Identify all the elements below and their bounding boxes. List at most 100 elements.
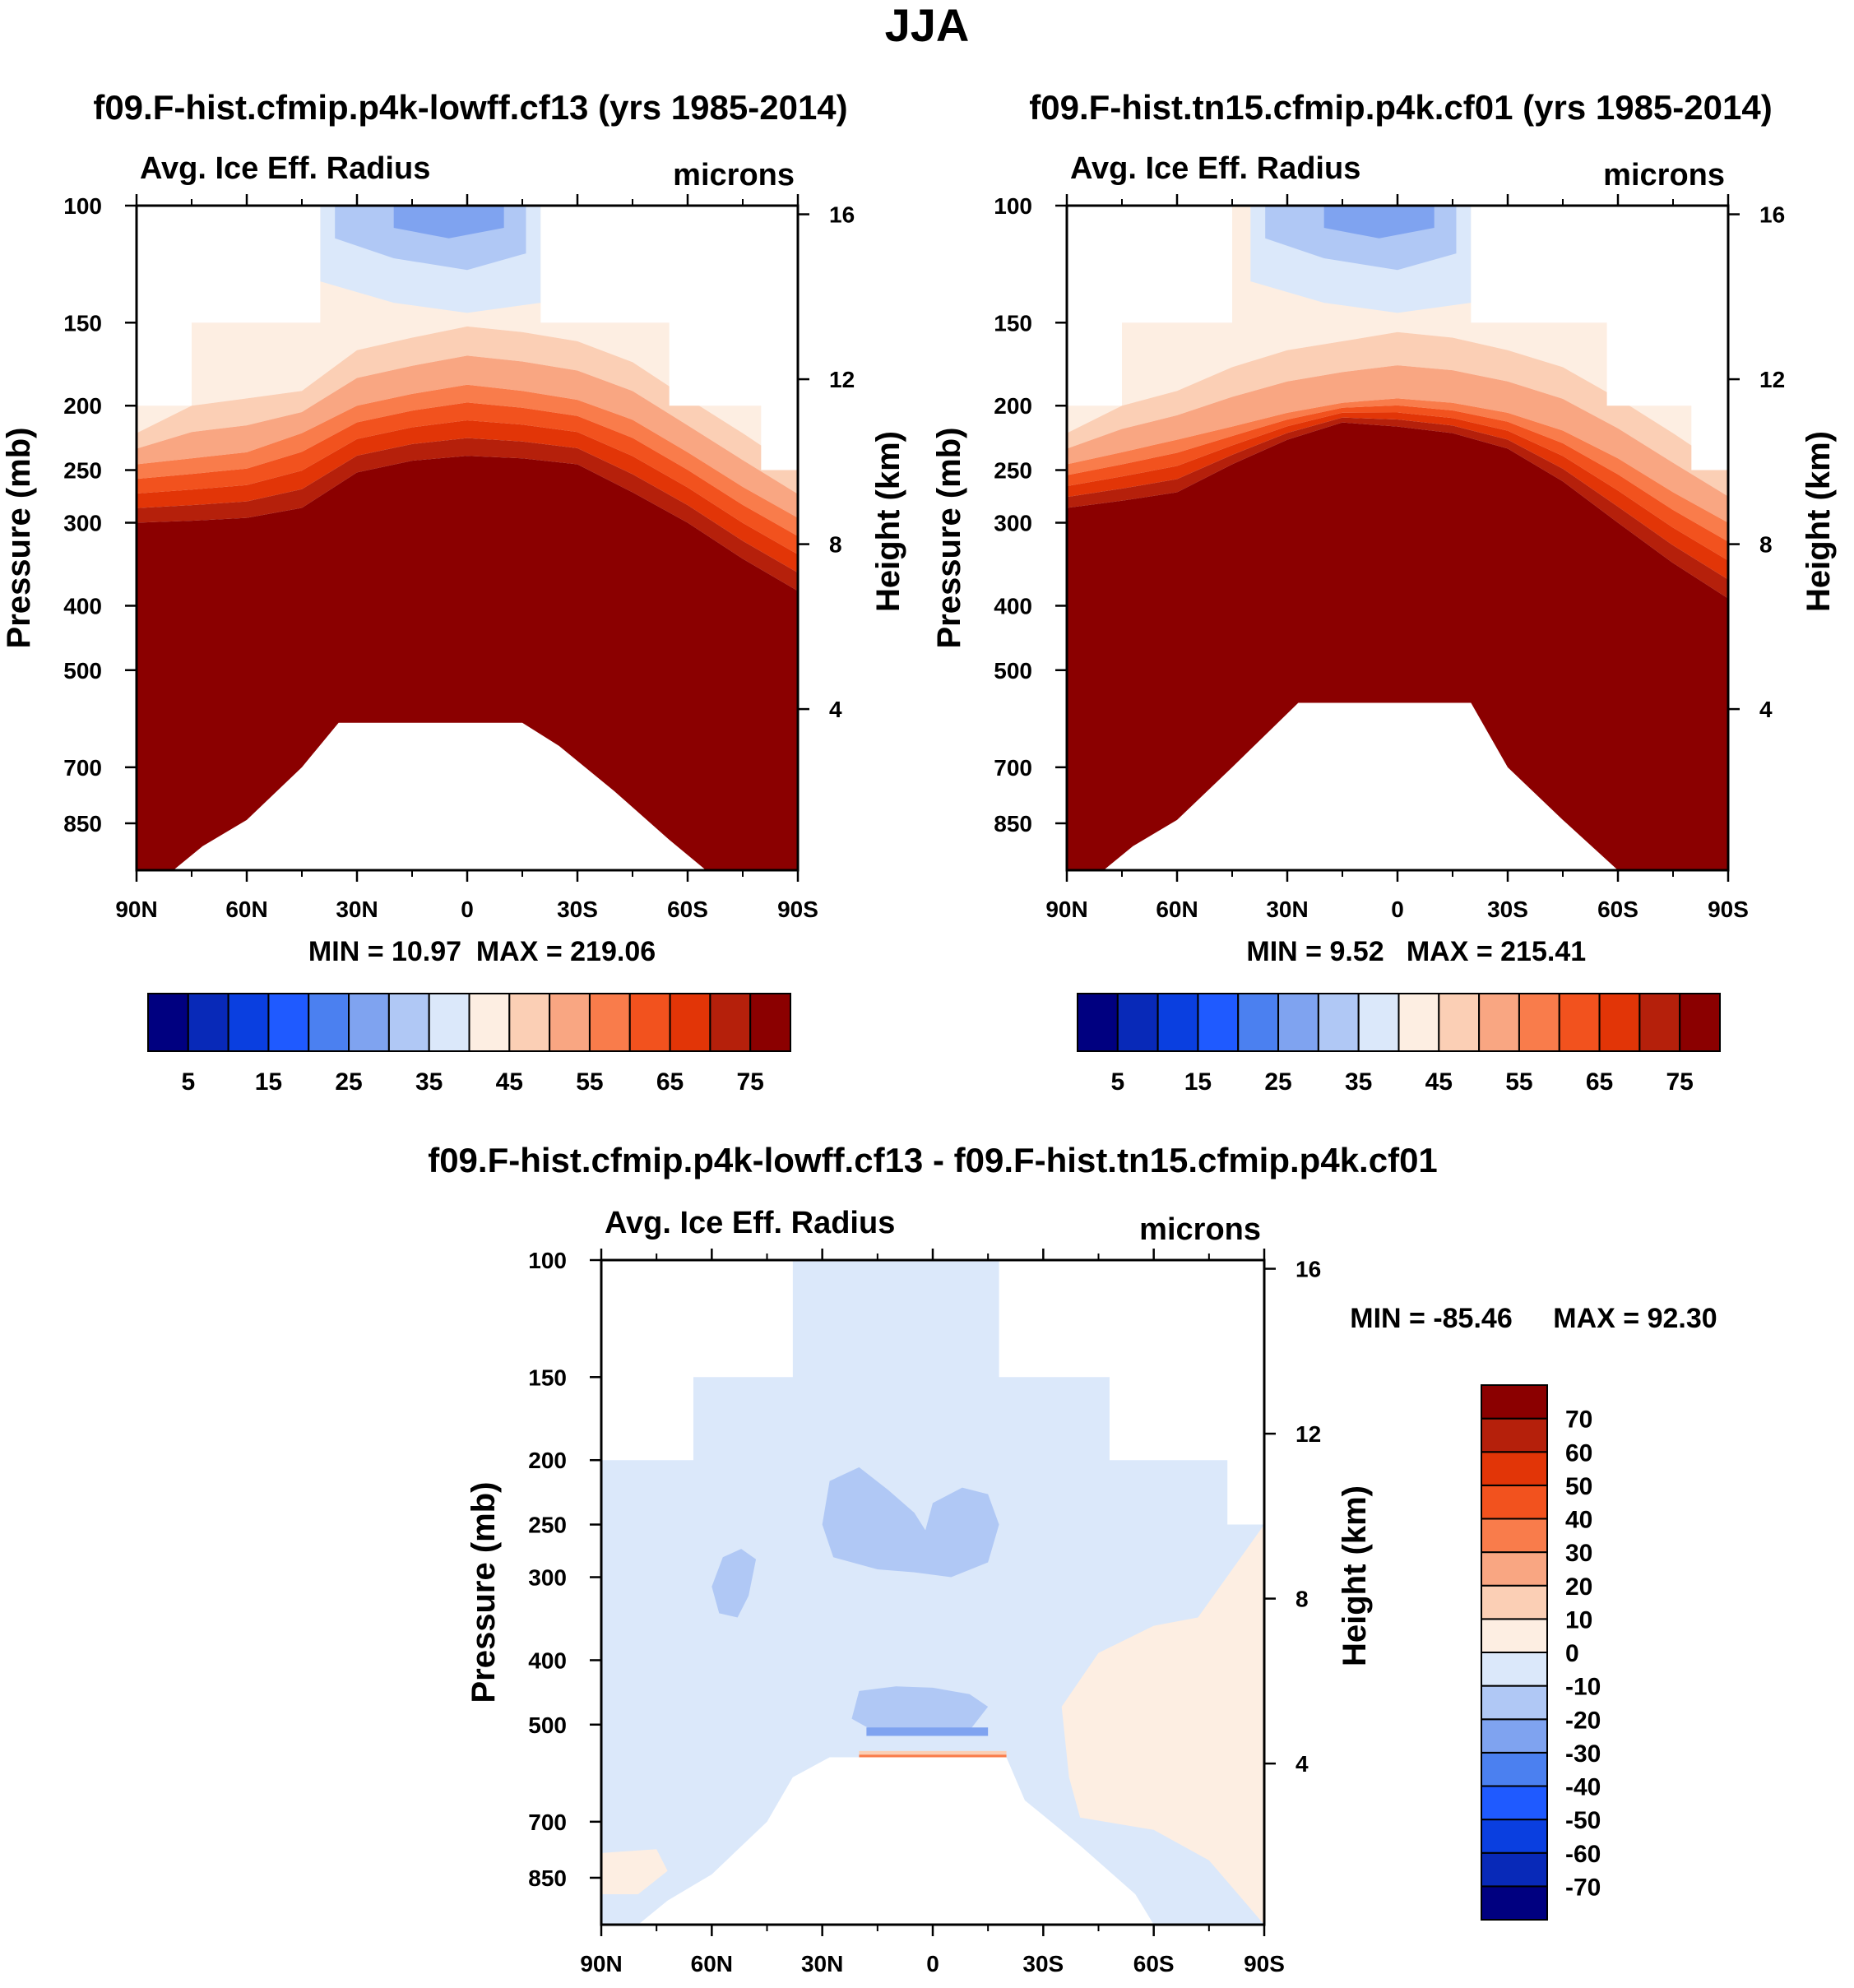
colorbar-label: 35	[1345, 1068, 1372, 1096]
colorbar-label: 75	[1666, 1068, 1694, 1096]
band-55-60	[137, 384, 798, 536]
colorbar-box	[387, 993, 430, 1052]
y2-tick-label: 16	[829, 202, 855, 228]
colorbar-box	[1317, 993, 1360, 1052]
colorbar-label: 75	[737, 1068, 764, 1096]
x-tick-label: 90S	[1708, 897, 1749, 922]
colorbar-box	[1481, 1484, 1548, 1520]
colorbar-box	[187, 993, 229, 1052]
colorbar-box	[1481, 1518, 1548, 1554]
y-tick-label: 250	[63, 458, 102, 484]
x-tick-label: 90N	[1045, 897, 1087, 922]
x-tick-label: 0	[461, 897, 474, 922]
chart-panel-3: 90N 60N 30N 0 30S 60S 90S100150200250300400500…	[428, 1141, 1717, 1976]
upper-cap-deep	[393, 206, 504, 239]
y-axis-label: Pressure (mb)	[1, 428, 37, 649]
diff-warm-north	[601, 1849, 668, 1895]
band-50-55	[1067, 365, 1728, 523]
diff-blob-upper	[822, 1467, 999, 1578]
colorbar-box	[1481, 1718, 1548, 1754]
y2-axis-label: Height (km)	[1801, 431, 1837, 612]
y-tick-label: 400	[63, 593, 102, 619]
y-axis-label: Pressure (mb)	[931, 428, 967, 649]
max-label: MAX = 215.41	[1407, 936, 1586, 967]
y-tick-label: 150	[994, 310, 1032, 336]
colorbar-label: -50	[1565, 1807, 1601, 1834]
colorbar-label: 55	[576, 1068, 603, 1096]
colorbar-label: 20	[1565, 1573, 1592, 1601]
band-75-plus	[137, 456, 798, 870]
x-tick-label: 30S	[557, 897, 598, 922]
y2-tick-label: 8	[1295, 1587, 1309, 1612]
colorbar-label: 35	[415, 1068, 443, 1096]
y-tick-label: 500	[528, 1712, 567, 1738]
field-layer	[601, 1260, 1264, 1925]
field-layer	[1067, 206, 1728, 870]
field-layer	[137, 206, 798, 870]
right-string: microns	[1139, 1212, 1261, 1247]
min-label: MIN = 9.52	[1246, 936, 1384, 967]
band-65-70	[1067, 412, 1728, 580]
band-70-75	[1067, 417, 1728, 599]
band-55-60	[1067, 398, 1728, 542]
colorbar-label: 65	[1586, 1068, 1613, 1096]
colorbar-box	[1518, 993, 1560, 1052]
x-tick-label: 30N	[801, 1951, 843, 1976]
colorbar-box	[1481, 1885, 1548, 1921]
colorbar-label: -40	[1565, 1774, 1601, 1801]
colorbar-label: 25	[335, 1068, 362, 1096]
y-tick-label: 500	[994, 658, 1032, 684]
chart-panel-1: 90N 60N 30N 0 30S 60S 90S 100 150 200 250 300 400 500…	[1, 88, 906, 1096]
colorbar-label: 70	[1565, 1406, 1592, 1434]
x-tick-label: 30N	[336, 897, 378, 922]
right-string: microns	[673, 158, 795, 192]
left-string: Avg. Ice Eff. Radius	[1070, 151, 1360, 186]
colorbar-label: 55	[1505, 1068, 1532, 1096]
x-tick-label: 60N	[225, 897, 267, 922]
y-tick-label: 300	[528, 1565, 567, 1591]
colorbar-box	[1481, 1851, 1548, 1888]
y2-tick-label: 12	[829, 367, 855, 392]
colorbar-box	[1679, 993, 1721, 1052]
y-tick-label: 100	[63, 193, 102, 219]
colorbar-label: -30	[1565, 1740, 1601, 1768]
y-tick-label: 200	[63, 393, 102, 419]
max-label: MAX = 92.30	[1553, 1303, 1717, 1334]
band-50-55	[137, 355, 798, 518]
colorbar-label: 5	[181, 1068, 195, 1096]
colorbar-box	[1481, 1551, 1548, 1587]
x-tick-label: 0	[1391, 897, 1404, 922]
y-tick-label: 850	[63, 811, 102, 836]
colorbar-label: 50	[1565, 1473, 1592, 1500]
band-75-plus	[1067, 422, 1728, 870]
y2-tick-label: 12	[1295, 1421, 1321, 1447]
colorbar-box	[227, 993, 270, 1052]
diff-blob-lower-deep	[866, 1727, 989, 1736]
colorbar-box	[1277, 993, 1319, 1052]
x-tick-label: 0	[926, 1951, 939, 1976]
y-tick-label: 100	[528, 1248, 567, 1273]
colorbar-label: -60	[1565, 1841, 1601, 1868]
y2-tick-label: 4	[829, 697, 842, 722]
colorbar-box	[1481, 1751, 1548, 1787]
colorbar-label: -20	[1565, 1707, 1601, 1734]
y2-tick-label: 16	[1295, 1257, 1321, 1282]
colorbar-box	[1077, 993, 1119, 1052]
colorbar-box	[147, 993, 189, 1052]
colorbar-box	[669, 993, 711, 1052]
y-tick-label: 250	[528, 1513, 567, 1538]
diff-blob-left	[711, 1549, 757, 1618]
colorbar-box	[1481, 1652, 1548, 1687]
y-tick-label: 400	[528, 1647, 567, 1673]
y2-tick-label: 8	[829, 532, 842, 558]
y-tick-label: 850	[528, 1865, 567, 1891]
diff-blob-lower	[851, 1686, 989, 1736]
colorbar-box	[549, 993, 591, 1052]
y-tick-label: 700	[528, 1810, 567, 1835]
colorbar-box	[1481, 1785, 1548, 1821]
y2-tick-label: 4	[1295, 1751, 1309, 1777]
left-string: Avg. Ice Eff. Radius	[605, 1206, 895, 1240]
y-tick-label: 500	[63, 658, 102, 684]
figure-title: JJA	[885, 0, 970, 51]
colorbar-box	[1481, 1618, 1548, 1653]
